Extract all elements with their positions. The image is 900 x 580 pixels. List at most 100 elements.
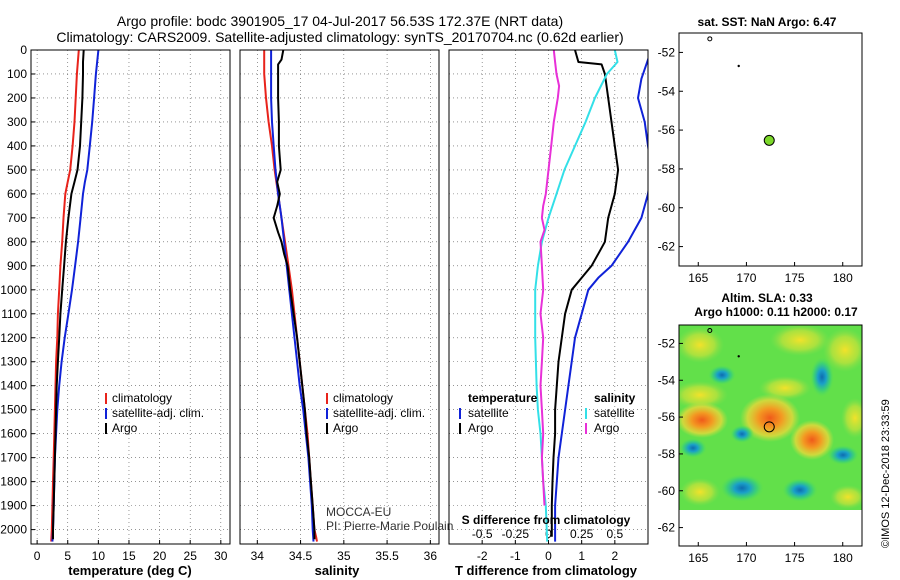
sst-map-frame [678, 32, 863, 267]
y-tick-label: 500 [7, 163, 27, 177]
sla-anomaly-high [679, 381, 728, 409]
x-tick-label: 15 [122, 549, 136, 563]
x-tick-label: 10 [92, 549, 106, 563]
sla-anomaly-high [679, 402, 728, 438]
legend-temperature-title: temperature [468, 391, 538, 405]
sla-anomaly-low [827, 445, 859, 465]
x-tick-label: 30 [214, 549, 228, 563]
sla-anomaly-high [680, 478, 720, 506]
temperature-profile-lines [50, 50, 100, 542]
sla-anomaly-low [708, 365, 736, 385]
x-tick-label: 2 [611, 549, 618, 563]
y-tick-label: 600 [7, 187, 27, 201]
y-tick-label: 700 [7, 211, 27, 225]
sla-anomaly-low [730, 425, 754, 443]
depth-axis-ticks: 0 100 200 300 400 500 600 700 800 900 1000 1100 1200… [0, 43, 35, 537]
temperature-difference-axis-label: T difference from climatology [455, 563, 638, 578]
salinity-axis-ticks: 34 34.5 35 35.5 36 [251, 540, 438, 563]
sla-anomaly-high [841, 398, 862, 438]
altimetry-map-longitude-ticks: 165 170 175 180 [688, 542, 853, 565]
salinity-legend: climatology satellite-adj. clim. Argo [326, 391, 425, 435]
salinity-axis-label: salinity [315, 563, 361, 578]
sla-anomaly-high [790, 420, 834, 460]
argo-profile-marker [763, 134, 775, 146]
difference-legend: temperature satellite Argo salinity sate… [459, 391, 636, 435]
lon-tick-label: 165 [688, 271, 708, 285]
legend-temperature-satellite-label: satellite [468, 406, 509, 420]
y-tick-label: 1000 [0, 283, 27, 297]
difference-plot-frame [448, 49, 649, 545]
sst-map-latitude-ticks: -62 -60 -58 -56 -54 -52 [658, 45, 683, 254]
top-x-tick-label: -0.25 [502, 527, 530, 541]
y-tick-label: 100 [7, 67, 27, 81]
top-x-tick-label: 0.5 [606, 527, 623, 541]
x-tick-label: 34 [251, 549, 265, 563]
lon-tick-label: 175 [785, 551, 805, 565]
series-argo [52, 50, 85, 540]
legend-salinity-argo-swatch [585, 423, 587, 434]
temperature-panel: 0100200300400500600700800900100011001200… [0, 43, 231, 578]
series-temperature-argo [550, 50, 620, 537]
temperature-axis-label: temperature (deg C) [68, 563, 192, 578]
legend-climatology-swatch [105, 393, 107, 404]
difference-gridlines [449, 49, 648, 544]
legend-salinity-argo-label: Argo [594, 421, 620, 435]
lat-tick-label: -54 [658, 84, 676, 98]
altimetry-title-line1: Altim. SLA: 0.33 [721, 291, 813, 305]
x-tick-label: 34.5 [289, 549, 313, 563]
y-tick-label: 1700 [0, 451, 27, 465]
sla-anomaly-low [679, 438, 707, 458]
argo-profile-marker [763, 421, 775, 433]
lat-tick-label: -60 [658, 484, 676, 498]
project-annotation: MOCCA-EU [326, 505, 391, 519]
lat-tick-label: -62 [658, 240, 676, 254]
imos-credit: ©IMOS 12-Dec-2018 23:33:59 [880, 399, 892, 548]
sst-map-longitude-ticks: 165 170 175 180 [688, 262, 853, 285]
sla-anomaly-high [830, 485, 862, 509]
legend-salinity-satellite-swatch [585, 408, 587, 419]
legend-satellite-label: satellite-adj. clim. [333, 406, 425, 420]
top-x-tick-label: 0.25 [570, 527, 594, 541]
top-x-tick-label: -0.5 [472, 527, 493, 541]
lat-tick-label: -62 [658, 521, 676, 535]
salinity-difference-axis-label: S difference from climatology [462, 513, 631, 527]
previous-profile-marker [707, 328, 713, 334]
sst-map-panel: sat. SST: NaN Argo: 6.47 -62 -60 -58 -56 -54… [658, 15, 863, 285]
lon-tick-label: 165 [688, 551, 708, 565]
lat-tick-label: -52 [658, 336, 676, 350]
y-tick-label: 1400 [0, 379, 27, 393]
lat-tick-label: -60 [658, 201, 676, 215]
temperature-axis-ticks: 0 5 10 15 20 25 30 [34, 540, 228, 563]
x-tick-label: 25 [184, 549, 198, 563]
legend-temperature-argo-swatch [459, 423, 461, 434]
legend-satellite-swatch [105, 408, 107, 419]
x-tick-label: 36 [424, 549, 438, 563]
x-tick-label: 0 [545, 549, 552, 563]
salinity-panel: 34 34.5 35 35.5 36 salinity climatology sate… [239, 49, 453, 578]
sst-map-title: sat. SST: NaN Argo: 6.47 [698, 15, 837, 29]
salinity-difference-axis-ticks: -0.5 -0.25 0 0.25 0.5 [472, 527, 624, 541]
altimetry-map-frame [678, 324, 863, 547]
lat-tick-label: -58 [658, 447, 676, 461]
temperature-difference-axis-ticks: -2 -1 0 1 2 [477, 540, 618, 563]
sla-anomaly-low [782, 478, 818, 502]
series-temperature-satellite [554, 56, 648, 542]
x-tick-label: 35 [337, 549, 351, 563]
lat-tick-label: -56 [658, 123, 676, 137]
y-tick-label: 300 [7, 115, 27, 129]
sla-anomaly-high [740, 394, 800, 442]
y-tick-label: 1300 [0, 355, 27, 369]
sst-map-markers [707, 36, 775, 146]
y-tick-label: 1500 [0, 403, 27, 417]
legend-climatology-swatch [326, 393, 328, 404]
sla-anomaly-high [679, 327, 724, 363]
figure-title-line1: Argo profile: bodc 3901905_17 04-Jul-201… [117, 13, 563, 29]
legend-satellite-label: satellite-adj. clim. [112, 406, 204, 420]
x-tick-label: -1 [510, 549, 521, 563]
difference-panel: -2 -1 0 1 2 -0.5 -0.25 0 0.25 0.5 S difference f… [448, 49, 649, 578]
lat-tick-label: -52 [658, 45, 676, 59]
lat-tick-label: -56 [658, 410, 676, 424]
sla-anomaly-high [759, 376, 811, 400]
x-tick-label: 20 [153, 549, 167, 563]
pi-annotation: PI: Pierre-Marie Poulain [326, 519, 453, 533]
